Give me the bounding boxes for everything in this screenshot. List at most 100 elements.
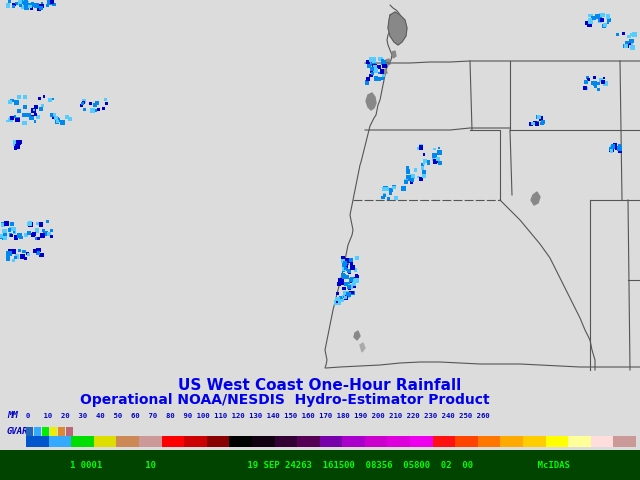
Point	[99, 105, 109, 113]
Point	[362, 59, 372, 67]
Point	[595, 13, 605, 21]
Point	[595, 16, 605, 24]
Point	[622, 39, 632, 47]
Point	[369, 64, 380, 72]
Point	[340, 289, 351, 297]
Point	[335, 276, 345, 284]
Point	[627, 44, 637, 51]
Point	[532, 120, 542, 128]
Point	[610, 141, 620, 149]
Point	[367, 65, 377, 73]
Point	[620, 42, 630, 49]
Point	[3, 250, 13, 257]
Point	[342, 290, 353, 298]
Point	[28, 230, 38, 238]
Point	[79, 97, 89, 105]
Point	[349, 280, 359, 288]
Point	[342, 258, 353, 266]
Point	[36, 221, 46, 228]
Point	[377, 57, 387, 64]
Point	[342, 273, 353, 280]
Point	[435, 148, 445, 156]
Bar	[613, 436, 636, 447]
Bar	[568, 436, 591, 447]
Point	[58, 119, 68, 127]
Point	[90, 107, 100, 115]
Point	[12, 143, 22, 150]
Point	[584, 75, 594, 83]
Point	[24, 251, 34, 258]
Point	[369, 56, 379, 63]
Point	[36, 4, 47, 12]
Polygon shape	[366, 93, 376, 110]
Point	[49, 113, 59, 121]
Point	[15, 2, 26, 10]
Point	[31, 235, 42, 242]
Point	[582, 74, 592, 82]
Point	[47, 0, 58, 6]
Point	[346, 257, 356, 265]
Point	[20, 0, 30, 8]
Point	[417, 161, 428, 169]
Point	[33, 220, 43, 228]
Point	[599, 22, 609, 29]
Point	[346, 276, 356, 284]
Polygon shape	[386, 59, 390, 65]
Point	[623, 41, 633, 48]
Point	[378, 72, 388, 79]
Text: 1 0001        10                 19 SEP 24263  161500  08356  05800  02  00     : 1 0001 10 19 SEP 24263 161500 08356 0580…	[70, 460, 570, 469]
Point	[8, 248, 19, 255]
Point	[407, 172, 417, 180]
Point	[366, 56, 376, 63]
Point	[592, 13, 602, 21]
Point	[430, 158, 440, 166]
Point	[605, 145, 616, 153]
Point	[433, 157, 443, 165]
Point	[537, 120, 547, 128]
Point	[377, 74, 387, 82]
Polygon shape	[383, 69, 387, 74]
Polygon shape	[531, 192, 540, 205]
Bar	[184, 436, 207, 447]
Point	[346, 261, 356, 268]
Point	[93, 105, 104, 113]
Point	[591, 83, 601, 91]
Point	[584, 21, 595, 29]
Polygon shape	[354, 331, 360, 340]
Point	[33, 246, 44, 254]
Point	[337, 279, 347, 287]
Point	[614, 147, 625, 155]
Point	[13, 115, 23, 123]
Point	[77, 102, 87, 109]
Point	[349, 282, 359, 289]
Point	[333, 290, 343, 298]
Bar	[275, 436, 297, 447]
Point	[604, 16, 614, 24]
Point	[344, 268, 355, 276]
Point	[9, 141, 19, 149]
Point	[419, 168, 429, 176]
Point	[614, 145, 625, 153]
Point	[410, 166, 420, 174]
Bar	[410, 436, 433, 447]
Point	[416, 143, 426, 150]
Text: 0   10  20  30  40  50  60  70  80  90 100 110 120 130 140 150 160 170 180 190 2: 0 10 20 30 40 50 60 70 80 90 100 110 120…	[26, 413, 490, 419]
Point	[25, 220, 35, 228]
Point	[367, 70, 378, 77]
FancyBboxPatch shape	[58, 427, 65, 436]
Point	[588, 14, 598, 22]
Point	[29, 106, 39, 114]
Point	[33, 114, 44, 121]
Point	[595, 17, 605, 24]
Point	[331, 299, 341, 306]
Bar	[94, 436, 116, 447]
Point	[385, 189, 396, 197]
Point	[33, 235, 44, 242]
Point	[374, 69, 385, 77]
Point	[341, 294, 351, 301]
Point	[36, 0, 47, 7]
Point	[600, 21, 611, 29]
Point	[0, 232, 6, 240]
Point	[6, 249, 16, 256]
Point	[52, 118, 63, 126]
